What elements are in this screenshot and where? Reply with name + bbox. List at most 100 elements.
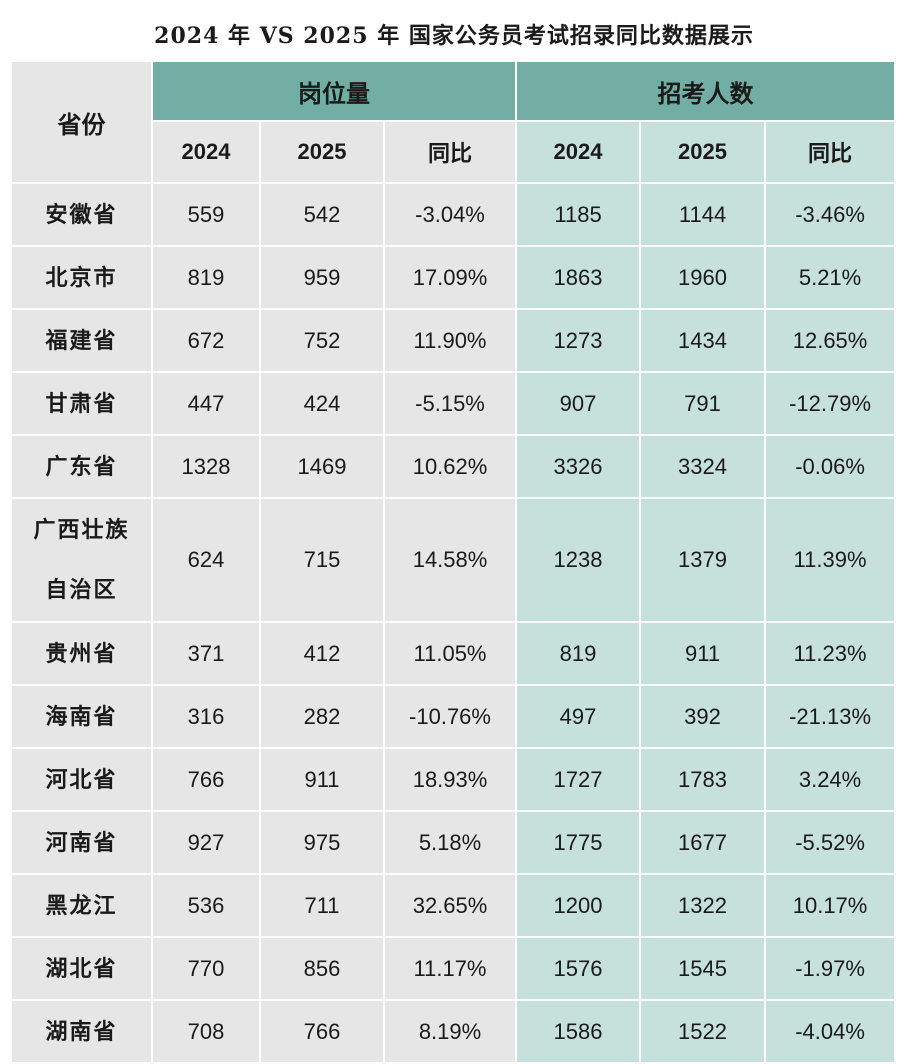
header-group-applicants: 招考人数 bbox=[517, 62, 897, 122]
province-cell: 河南省 bbox=[12, 812, 153, 875]
header-positions-yoy: 同比 bbox=[385, 122, 518, 184]
applicants-2025-cell: 1322 bbox=[641, 875, 767, 938]
applicants-2025-cell: 1783 bbox=[641, 749, 767, 812]
province-cell: 湖南省 bbox=[12, 1001, 153, 1064]
province-cell: 甘肃省 bbox=[12, 373, 153, 436]
positions-2024-cell: 770 bbox=[153, 938, 261, 1001]
applicants-2024-cell: 1775 bbox=[517, 812, 642, 875]
positions-2024-cell: 447 bbox=[153, 373, 261, 436]
positions-2025-cell: 959 bbox=[261, 247, 385, 310]
applicants-2025-cell: 911 bbox=[641, 623, 767, 686]
province-line-1: 广西壮族 bbox=[33, 517, 130, 542]
province-line-2: 自治区 bbox=[45, 577, 118, 602]
applicants-2024-cell: 1576 bbox=[517, 938, 642, 1001]
positions-yoy-cell: 8.19% bbox=[385, 1001, 518, 1064]
province-cell: 黑龙江 bbox=[12, 875, 153, 938]
province-cell: 河北省 bbox=[12, 749, 153, 812]
positions-2025-cell: 975 bbox=[261, 812, 385, 875]
positions-2025-cell: 542 bbox=[261, 184, 385, 247]
positions-yoy-cell: 32.65% bbox=[385, 875, 518, 938]
applicants-yoy-cell: 3.24% bbox=[766, 749, 897, 812]
applicants-2025-cell: 392 bbox=[641, 686, 767, 749]
header-applicants-2025: 2025 bbox=[641, 122, 767, 184]
positions-yoy-cell: 17.09% bbox=[385, 247, 518, 310]
header-applicants-2024: 2024 bbox=[517, 122, 642, 184]
province-cell: 福建省 bbox=[12, 310, 153, 373]
header-positions-2025: 2025 bbox=[261, 122, 385, 184]
applicants-2024-cell: 1238 bbox=[517, 499, 642, 623]
positions-2025-cell: 282 bbox=[261, 686, 385, 749]
applicants-2025-cell: 1677 bbox=[641, 812, 767, 875]
header-province: 省份 bbox=[12, 62, 153, 184]
applicants-2025-cell: 1545 bbox=[641, 938, 767, 1001]
positions-2025-cell: 1469 bbox=[261, 436, 385, 499]
header-group-positions: 岗位量 bbox=[153, 62, 518, 122]
header-applicants-yoy: 同比 bbox=[766, 122, 897, 184]
positions-2024-cell: 819 bbox=[153, 247, 261, 310]
positions-2025-cell: 424 bbox=[261, 373, 385, 436]
applicants-2024-cell: 1273 bbox=[517, 310, 642, 373]
table-row: 广东省 1328 1469 10.62% 3326 3324 -0.06% bbox=[12, 436, 897, 499]
applicants-2024-cell: 1200 bbox=[517, 875, 642, 938]
positions-2024-cell: 766 bbox=[153, 749, 261, 812]
positions-yoy-cell: 5.18% bbox=[385, 812, 518, 875]
applicants-yoy-cell: 10.17% bbox=[766, 875, 897, 938]
applicants-2025-cell: 1379 bbox=[641, 499, 767, 623]
header-positions-2024: 2024 bbox=[153, 122, 261, 184]
positions-yoy-cell: 11.90% bbox=[385, 310, 518, 373]
applicants-yoy-cell: -4.04% bbox=[766, 1001, 897, 1064]
table-row: 北京市 819 959 17.09% 1863 1960 5.21% bbox=[12, 247, 897, 310]
applicants-yoy-cell: -1.97% bbox=[766, 938, 897, 1001]
table-row: 黑龙江 536 711 32.65% 1200 1322 10.17% bbox=[12, 875, 897, 938]
applicants-2024-cell: 497 bbox=[517, 686, 642, 749]
positions-2024-cell: 1328 bbox=[153, 436, 261, 499]
table-row: 福建省 672 752 11.90% 1273 1434 12.65% bbox=[12, 310, 897, 373]
page-title: 2024 年 VS 2025 年 国家公务员考试招录同比数据展示 bbox=[154, 23, 754, 49]
province-cell: 贵州省 bbox=[12, 623, 153, 686]
applicants-yoy-cell: -5.52% bbox=[766, 812, 897, 875]
data-table: 省份 岗位量 招考人数 2024 2025 同比 2024 2025 同比 安徽… bbox=[12, 62, 897, 1064]
positions-2025-cell: 412 bbox=[261, 623, 385, 686]
table-row: 贵州省 371 412 11.05% 819 911 11.23% bbox=[12, 623, 897, 686]
applicants-2024-cell: 1185 bbox=[517, 184, 642, 247]
positions-yoy-cell: 11.05% bbox=[385, 623, 518, 686]
applicants-yoy-cell: 11.23% bbox=[766, 623, 897, 686]
applicants-yoy-cell: 12.65% bbox=[766, 310, 897, 373]
positions-yoy-cell: 11.17% bbox=[385, 938, 518, 1001]
applicants-2025-cell: 791 bbox=[641, 373, 767, 436]
applicants-2025-cell: 3324 bbox=[641, 436, 767, 499]
positions-2024-cell: 316 bbox=[153, 686, 261, 749]
positions-2024-cell: 371 bbox=[153, 623, 261, 686]
table-row: 广西壮族 自治区 624 715 14.58% 1238 1379 11.39% bbox=[12, 499, 897, 623]
province-cell: 安徽省 bbox=[12, 184, 153, 247]
applicants-2024-cell: 907 bbox=[517, 373, 642, 436]
positions-yoy-cell: 18.93% bbox=[385, 749, 518, 812]
table-row: 甘肃省 447 424 -5.15% 907 791 -12.79% bbox=[12, 373, 897, 436]
applicants-yoy-cell: -12.79% bbox=[766, 373, 897, 436]
applicants-2024-cell: 1586 bbox=[517, 1001, 642, 1064]
positions-2024-cell: 624 bbox=[153, 499, 261, 623]
positions-2025-cell: 715 bbox=[261, 499, 385, 623]
positions-2025-cell: 711 bbox=[261, 875, 385, 938]
province-cell: 湖北省 bbox=[12, 938, 153, 1001]
province-cell: 广西壮族 自治区 bbox=[12, 499, 153, 623]
table-row: 海南省 316 282 -10.76% 497 392 -21.13% bbox=[12, 686, 897, 749]
positions-yoy-cell: 14.58% bbox=[385, 499, 518, 623]
applicants-2024-cell: 1863 bbox=[517, 247, 642, 310]
province-cell: 北京市 bbox=[12, 247, 153, 310]
applicants-2024-cell: 819 bbox=[517, 623, 642, 686]
positions-yoy-cell: -5.15% bbox=[385, 373, 518, 436]
table-row: 湖南省 708 766 8.19% 1586 1522 -4.04% bbox=[12, 1001, 897, 1064]
positions-yoy-cell: 10.62% bbox=[385, 436, 518, 499]
table-row: 河南省 927 975 5.18% 1775 1677 -5.52% bbox=[12, 812, 897, 875]
table-row: 河北省 766 911 18.93% 1727 1783 3.24% bbox=[12, 749, 897, 812]
positions-2024-cell: 927 bbox=[153, 812, 261, 875]
positions-2024-cell: 672 bbox=[153, 310, 261, 373]
province-cell: 海南省 bbox=[12, 686, 153, 749]
table-row: 湖北省 770 856 11.17% 1576 1545 -1.97% bbox=[12, 938, 897, 1001]
applicants-2025-cell: 1144 bbox=[641, 184, 767, 247]
applicants-yoy-cell: 5.21% bbox=[766, 247, 897, 310]
positions-2025-cell: 911 bbox=[261, 749, 385, 812]
positions-2024-cell: 708 bbox=[153, 1001, 261, 1064]
table-row: 安徽省 559 542 -3.04% 1185 1144 -3.46% bbox=[12, 184, 897, 247]
